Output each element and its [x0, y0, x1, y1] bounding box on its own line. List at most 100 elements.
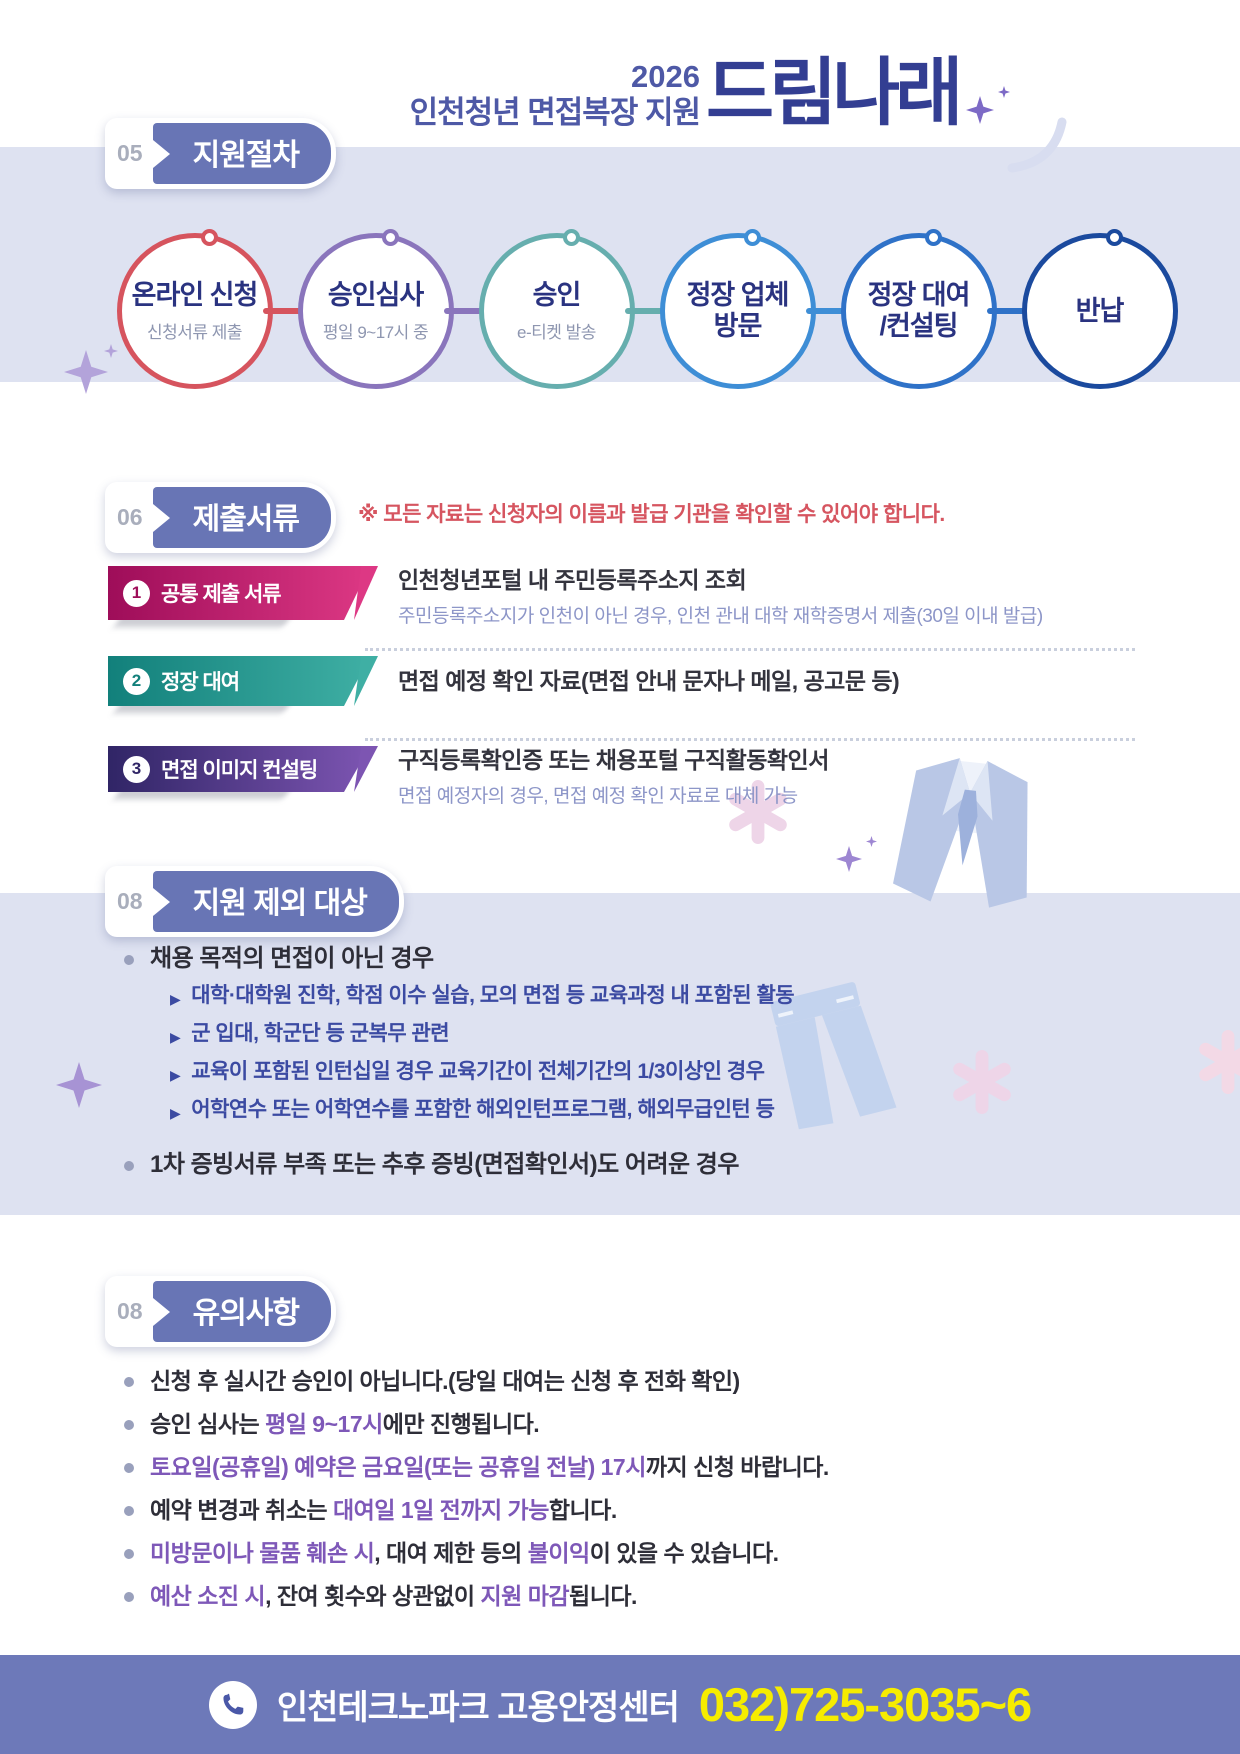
plain-text: 이 있을 수 있습니다. [589, 1540, 779, 1566]
highlighted-text: 미방문이나 물품 훼손 시 [150, 1540, 375, 1566]
exclusion-subitem-text: 대학·대학원 진학, 학점 이수 실습, 모의 면접 등 교육과정 내 포함된 … [191, 984, 795, 1007]
process-step: 정장 업체 방문 [647, 229, 860, 389]
document-texts: 구직등록확인증 또는 채용포털 구직활동확인서 면접 예정자의 경우, 면접 예정… [398, 746, 1158, 808]
note-text: 예산 소진 시, 잔여 횟수와 상관없이 지원 마감됩니다. [150, 1581, 637, 1611]
plain-text: 합니다. [548, 1497, 617, 1523]
plain-text: 됩니다. [569, 1583, 637, 1609]
dotted-divider [365, 648, 1135, 651]
triangle-bullet-icon: ▶ [170, 1029, 181, 1045]
process-step-circle: 정장 대여 /컨설팅 [840, 229, 997, 389]
section-title-pill: 유의사항 [152, 1281, 331, 1342]
bullet-dot-icon [124, 1463, 134, 1473]
section-title-pill: 지원절차 [152, 123, 331, 184]
jeans-illustration [770, 982, 897, 1130]
documents-note: ※ 모든 자료는 신청자의 이름과 발급 기관을 확인할 수 있어야 합니다. [358, 503, 945, 526]
plain-text: , 대여 제한 등의 [374, 1540, 528, 1566]
process-step: 정장 대여 /컨설팅 [828, 229, 1041, 389]
dotted-divider [365, 738, 1135, 741]
process-step-subtext: e-티켓 발송 [517, 322, 596, 342]
triangle-bullet-icon: ▶ [170, 1105, 181, 1121]
exclusion-subitem-text: 교육이 포함된 인턴십일 경우 교육기간이 전체기간의 1/3이상인 경우 [191, 1060, 765, 1083]
note-bullet: 예약 변경과 취소는 대여일 1일 전까지 가능합니다. [124, 1495, 1134, 1525]
note-text: 승인 심사는 평일 9~17시에만 진행됩니다. [150, 1409, 540, 1439]
phone-icon [208, 1680, 257, 1729]
exclusion-subitem: ▶ 교육이 포함된 인턴십일 경우 교육기간이 전체기간의 1/3이상인 경우 [170, 1059, 1134, 1088]
process-step-subtext: 평일 9~17시 중 [322, 322, 429, 342]
footer-organization: 인천테크노파크 고용안정센터 [276, 1689, 680, 1727]
asterisk-icon [953, 1050, 1011, 1114]
sparkle-icon [836, 846, 862, 872]
bullet-dot-icon [124, 1549, 134, 1559]
plain-text: 승인 심사는 [150, 1411, 266, 1437]
note-text: 미방문이나 물품 훼손 시, 대여 제한 등의 불이익이 있을 수 있습니다. [150, 1538, 779, 1568]
step-top-dot [381, 229, 399, 246]
step-top-dot [200, 229, 218, 246]
exclusions-band-background [0, 893, 1240, 1215]
section-number: 08 [117, 888, 143, 914]
plain-text: , 잔여 횟수와 상관없이 [265, 1583, 481, 1609]
header-subtitle: 인천청년 면접복장 지원 [409, 95, 701, 130]
notes-list: 신청 후 실시간 승인이 아닙니다.(당일 대여는 신청 후 전화 확인) 승인 … [124, 1366, 1134, 1624]
highlighted-text: 토요일(공휴일) 예약은 금요일(또는 공휴일 전날) 17시 [150, 1454, 646, 1480]
highlighted-text: 대여일 1일 전까지 가능 [332, 1497, 549, 1523]
document-title: 인천청년포털 내 주민등록주소지 조회 [398, 567, 747, 593]
section-title-pill: 제출서류 [152, 487, 331, 548]
footer-phone-number: 032)725-3035~6 [698, 1678, 1032, 1731]
note-bullet: 승인 심사는 평일 9~17시에만 진행됩니다. [124, 1409, 1134, 1439]
banner-shape: 3 면접 이미지 컨설팅 [108, 746, 370, 792]
plain-text: 예약 변경과 취소는 [150, 1497, 333, 1523]
badge-label: 정장 대여 [161, 671, 240, 694]
section-number: 06 [117, 504, 143, 530]
document-badge-banner: 3 면접 이미지 컨설팅 [108, 746, 378, 799]
section-title: 지원절차 [192, 139, 300, 172]
plain-text: 신청 후 실시간 승인이 아닙니다.(당일 대여는 신청 후 전화 확인) [150, 1368, 740, 1394]
process-step-label: 반납 [1075, 295, 1125, 326]
process-step: 승인 e-티켓 발송 [466, 229, 679, 389]
arc-swoosh-icon [1007, 117, 1067, 173]
header: 2026 인천청년 면접복장 지원 [400, 60, 701, 132]
triangle-bullet-icon: ▶ [170, 991, 181, 1007]
section-title: 제출서류 [192, 503, 300, 536]
document-row: 1 공통 제출 서류 인천청년포털 내 주민등록주소지 조회 주민등록주소지가 인천이… [108, 566, 1158, 628]
exclusions-list: 채용 목적의 면접이 아닌 경우 ▶ 대학·대학원 진학, 학점 이수 실습, 모의… [124, 944, 1134, 1180]
plain-text: 까지 신청 바랍니다. [645, 1454, 829, 1480]
process-steps: 온라인 신청 신청서류 제출 승인심사 평일 9~17시 중 승인 e-티켓 발송 정장 업… [104, 229, 1190, 389]
document-title: 구직등록확인증 또는 채용포털 구직활동확인서 [398, 747, 829, 773]
section-number: 08 [117, 1298, 143, 1324]
process-step-label: 온라인 신청 [131, 279, 259, 310]
process-step: 반납 [1009, 229, 1190, 389]
banner-shape: 2 정장 대여 [108, 656, 370, 706]
bullet-dot-icon [124, 1377, 134, 1387]
exclusion-bullet: 1차 증빙서류 부족 또는 추후 증빙(면접확인서)도 어려운 경우 [124, 1150, 1134, 1180]
bullet-dot-icon [124, 955, 134, 965]
section-title: 유의사항 [192, 1297, 300, 1330]
process-step-circle: 정장 업체 방문 [659, 229, 816, 389]
plain-text: 에만 진행됩니다. [382, 1411, 540, 1437]
exclusion-subitem: ▶ 대학·대학원 진학, 학점 이수 실습, 모의 면접 등 교육과정 내 포함된… [170, 983, 1134, 1012]
chevron-right-icon [152, 503, 170, 532]
process-step-subtext: 신청서류 제출 [146, 322, 243, 342]
badge-number-icon: 1 [123, 580, 150, 607]
step-top-dot [562, 229, 580, 246]
highlighted-text: 불이익 [527, 1540, 590, 1566]
exclusion-subitem: ▶ 어학연수 또는 어학연수를 포함한 해외인턴프로그램, 해외무급인턴 등 [170, 1097, 1134, 1126]
step-top-dot [1105, 229, 1123, 246]
process-step-label: 정장 대여 /컨설팅 [867, 280, 971, 341]
process-step-circle: 승인 e-티켓 발송 [478, 229, 635, 389]
sparkle-icon [998, 86, 1010, 98]
section-number: 05 [117, 140, 143, 166]
note-text: 예약 변경과 취소는 대여일 1일 전까지 가능합니다. [150, 1495, 617, 1525]
badge-number-icon: 2 [123, 668, 150, 695]
sparkle-icon [866, 836, 877, 847]
process-step-label: 승인심사 [327, 279, 424, 310]
asterisk-icon [1199, 1030, 1240, 1094]
document-badge-banner: 1 공통 제출 서류 [108, 566, 378, 627]
badge-label: 면접 이미지 컨설팅 [161, 759, 318, 782]
footer-band: 인천테크노파크 고용안정센터 032)725-3035~6 [0, 1655, 1240, 1754]
document-badge-banner: 2 정장 대여 [108, 656, 378, 713]
process-step-label: 정장 업체 방문 [686, 280, 790, 341]
